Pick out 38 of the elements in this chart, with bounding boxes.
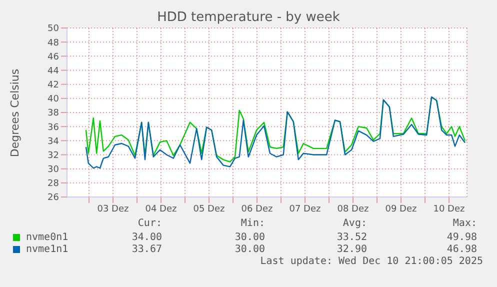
x-tick-label: 03 Dez <box>97 204 130 214</box>
text: 46.98 <box>446 244 477 255</box>
text: Last update: Wed Dec 10 21:00:05 2025 <box>260 256 483 267</box>
x-tick-label: 09 Dez <box>385 204 418 214</box>
y-tick-label: 40 <box>48 94 60 105</box>
text: 30.00 <box>234 232 265 243</box>
text: 32.90 <box>336 244 367 255</box>
chart-title: HDD temperature - by week <box>156 10 341 25</box>
x-tick-label: 10 Dez <box>433 204 466 214</box>
x-tick-label: 04 Dez <box>145 204 178 214</box>
y-tick-label: 32 <box>48 150 59 161</box>
y-tick-label: 44 <box>48 66 60 76</box>
x-tick-label: 08 Dez <box>337 204 370 214</box>
x-tick-label: 05 Dez <box>193 204 226 214</box>
y-axis-title: Degrees Celsius <box>8 68 22 158</box>
y-tick-label: 48 <box>48 38 60 48</box>
y-tick-label: 30 <box>48 165 60 176</box>
legend-label: nvme0n1 <box>26 232 68 243</box>
text: 49.98 <box>446 232 477 243</box>
x-tick-label: 06 Dez <box>241 204 274 214</box>
y-tick-label: 50 <box>48 24 60 34</box>
y-tick-label: 34 <box>48 136 60 147</box>
text: 33.67 <box>132 244 162 255</box>
y-tick-label: 36 <box>48 122 60 133</box>
text: 33.52 <box>336 232 367 243</box>
y-tick-label: 28 <box>48 179 60 190</box>
legend-label: nvme1n1 <box>26 244 68 255</box>
text: 34.00 <box>132 232 162 243</box>
y-tick-label: 42 <box>48 80 59 91</box>
y-tick-label: 46 <box>48 52 60 62</box>
text: 30.00 <box>234 244 265 255</box>
y-tick-label: 26 <box>48 193 60 204</box>
text: Max: <box>452 218 477 229</box>
y-tick-label: 38 <box>48 108 60 119</box>
text: Avg: <box>342 218 367 229</box>
x-tick-label: 07 Dez <box>289 204 322 214</box>
text: Cur: <box>138 218 162 229</box>
text: Min: <box>240 218 265 229</box>
